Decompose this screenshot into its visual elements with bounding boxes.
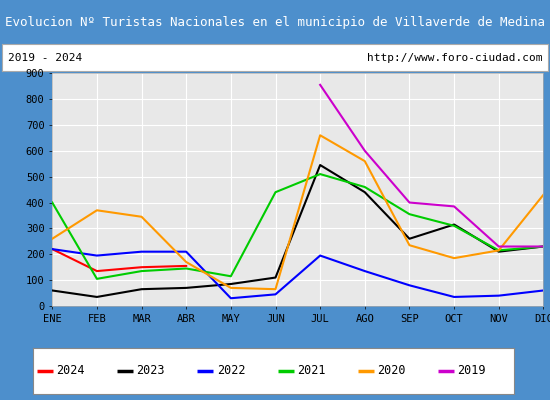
Text: 2024: 2024 [56,364,85,378]
Text: Evolucion Nº Turistas Nacionales en el municipio de Villaverde de Medina: Evolucion Nº Turistas Nacionales en el m… [5,16,545,29]
Text: 2020: 2020 [377,364,405,378]
Text: http://www.foro-ciudad.com: http://www.foro-ciudad.com [367,53,542,63]
Text: 2023: 2023 [136,364,165,378]
Text: 2022: 2022 [217,364,245,378]
Text: 2019 - 2024: 2019 - 2024 [8,53,82,63]
Text: 2019: 2019 [457,364,486,378]
Text: 2021: 2021 [297,364,326,378]
